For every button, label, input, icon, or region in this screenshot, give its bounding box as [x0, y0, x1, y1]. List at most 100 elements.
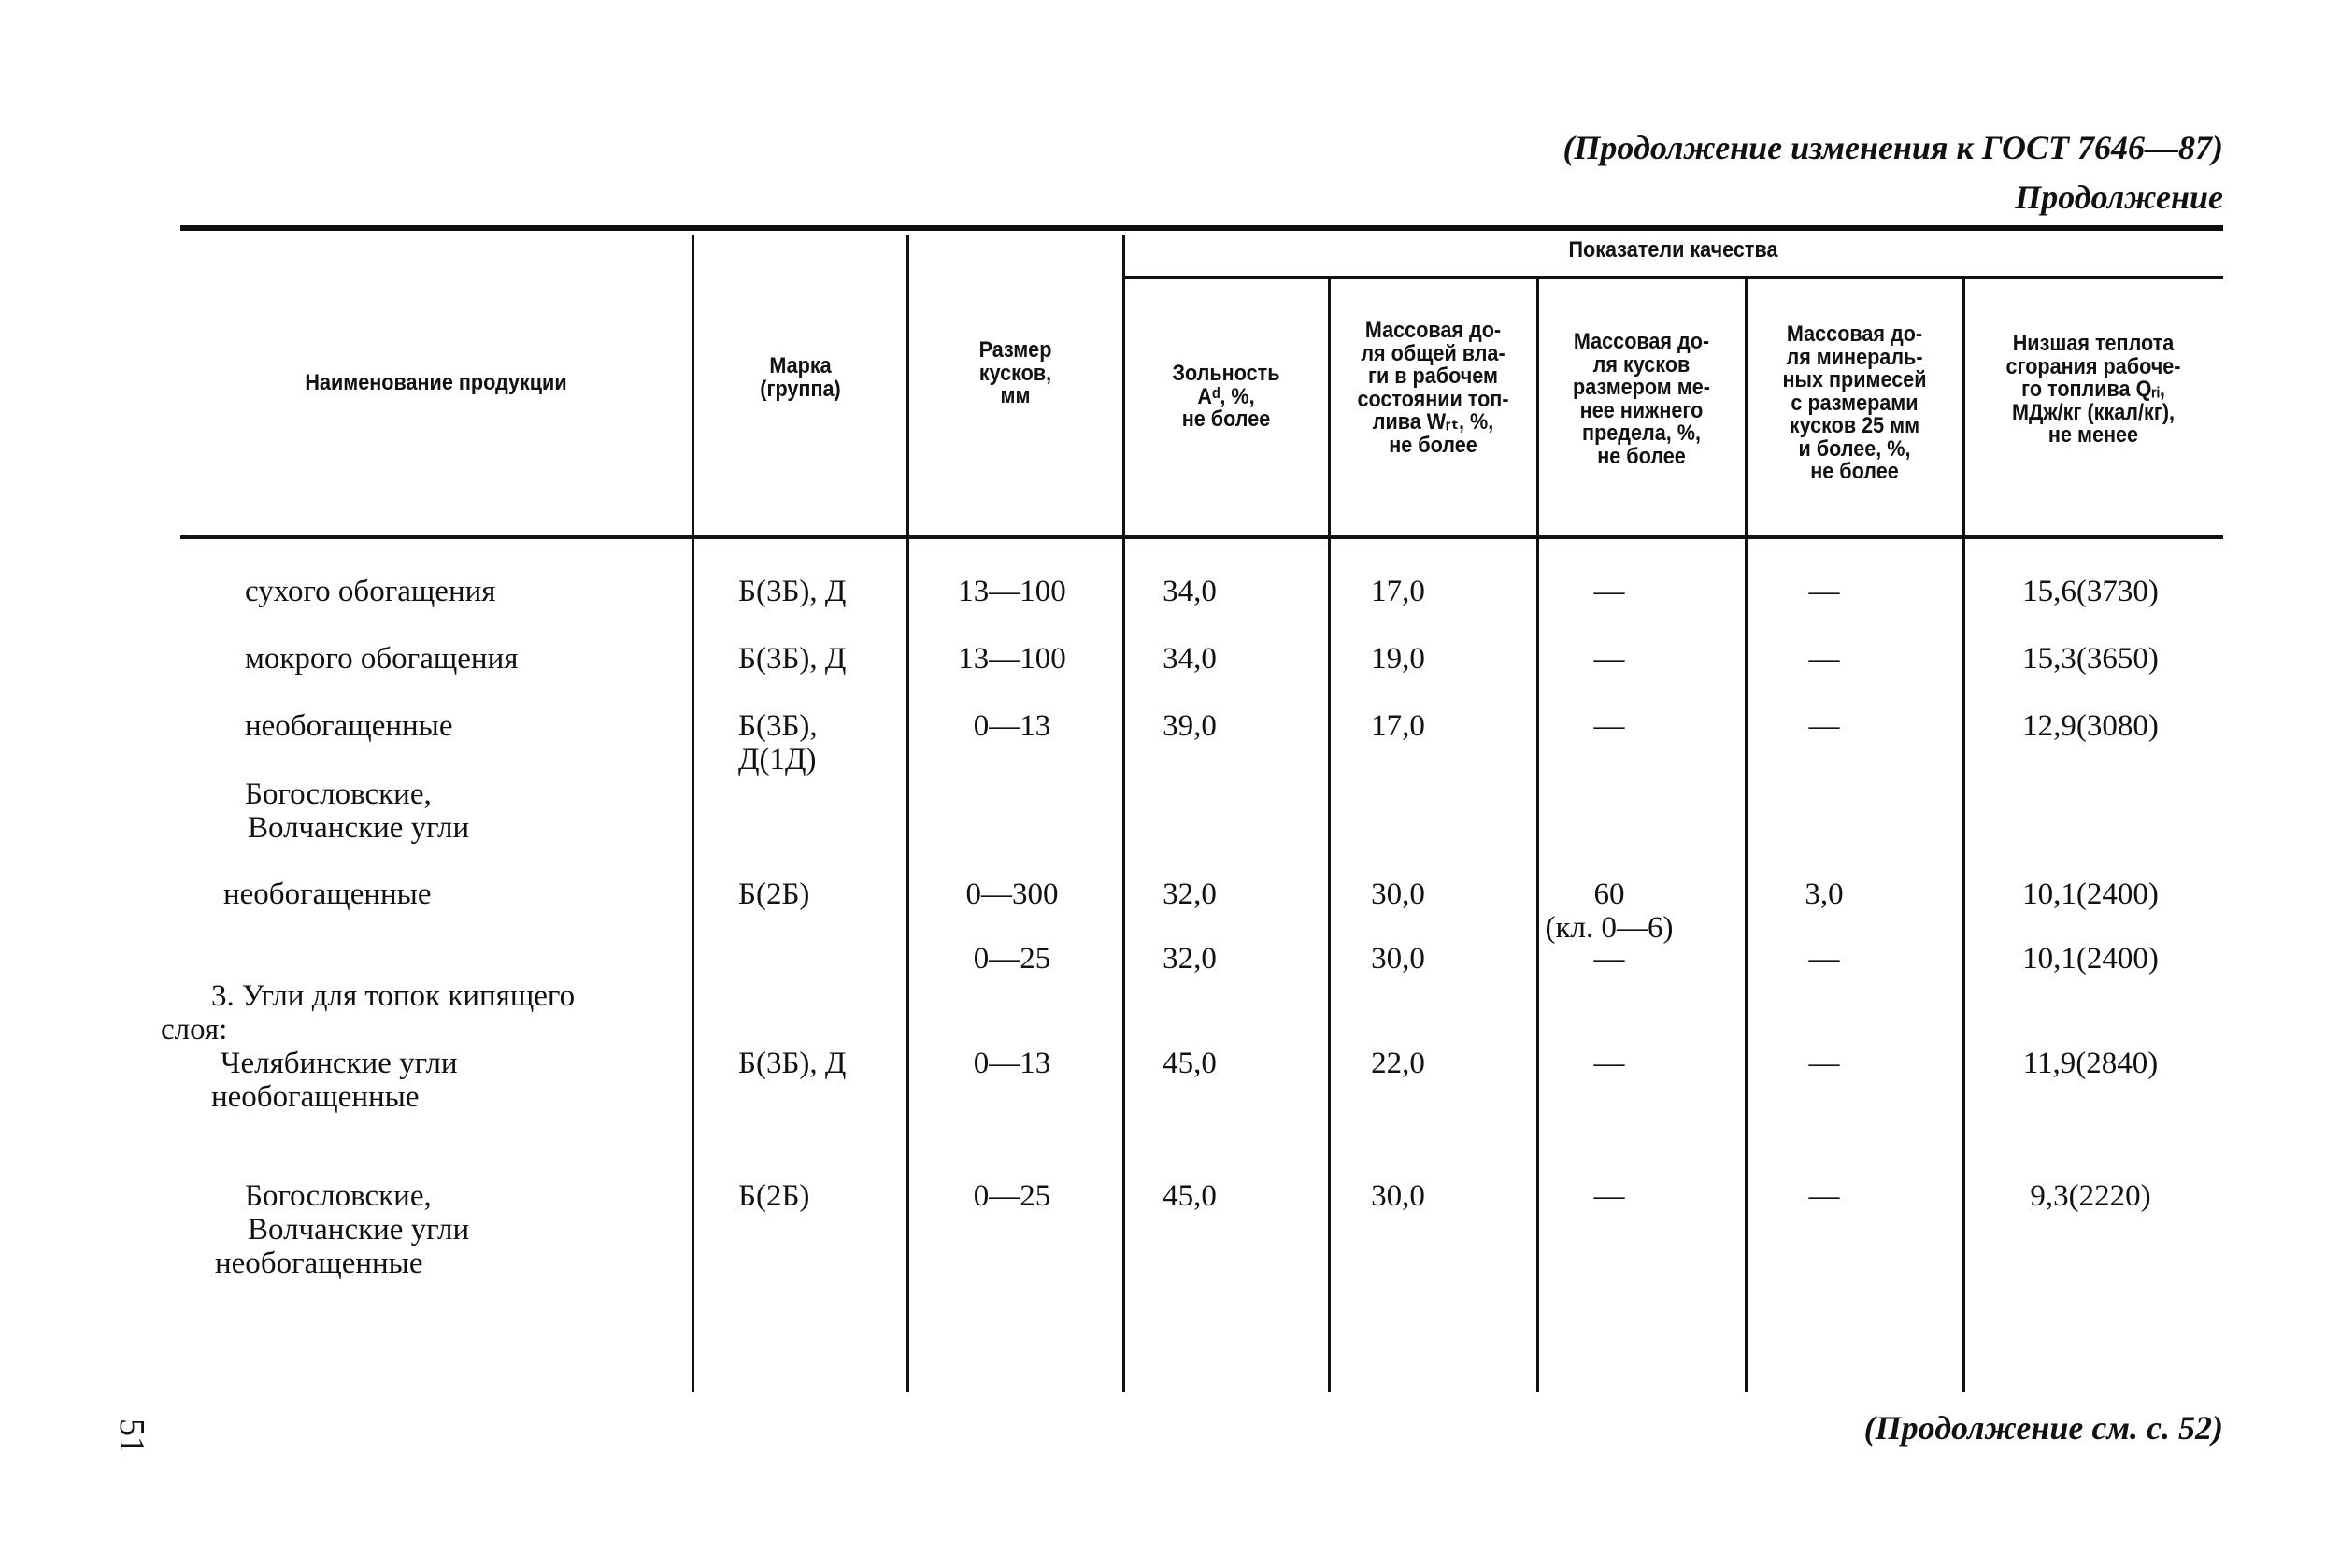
header-moisture-line: ги в рабочем: [1367, 363, 1498, 389]
row-fines: —: [1593, 1179, 1625, 1213]
header-moisture-line: состоянии топ-: [1357, 386, 1509, 412]
row-moisture: 22,0: [1371, 1047, 1425, 1080]
row-name: Челябинские угли: [221, 1047, 458, 1080]
row-heat: 15,6(3730): [2022, 575, 2159, 608]
row-fines: —: [1593, 575, 1625, 608]
row-mineral: —: [1808, 709, 1840, 743]
row-mineral: —: [1808, 1179, 1840, 1213]
row-name: слоя:: [161, 1013, 228, 1047]
header-fines-line: не более: [1597, 443, 1686, 469]
header-mineral-line: не более: [1810, 459, 1899, 484]
header-name: Наименование продукции: [305, 370, 567, 395]
row-name: Богословские,: [245, 1179, 432, 1213]
row-ash: 39,0: [1163, 709, 1217, 743]
table-top-rule: [180, 225, 2223, 231]
column-divider: [1122, 235, 1125, 1392]
header-heat-line: МДж/кг (ккал/кг),: [2011, 399, 2176, 425]
row-moisture: 30,0: [1371, 1179, 1425, 1213]
row-size: 0—300: [965, 877, 1059, 911]
row-size: 13—100: [958, 642, 1066, 676]
row-mineral: —: [1808, 642, 1840, 676]
row-size: 0—13: [973, 1047, 1051, 1080]
row-mineral: —: [1808, 575, 1840, 608]
header-heat-line: сгорания рабоче-: [2005, 353, 2181, 379]
row-fines: —: [1593, 642, 1625, 676]
header-size-line: кусков,: [978, 360, 1052, 386]
header-fines-line: ля кусков: [1592, 351, 1691, 378]
column-divider: [906, 235, 909, 1392]
row-name: Волчанские угли: [248, 811, 470, 845]
row-ash: 32,0: [1163, 942, 1217, 976]
column-divider: [692, 235, 694, 1392]
header-fines-line: Массовая до-: [1573, 329, 1710, 354]
row-ash: 32,0: [1163, 877, 1217, 911]
row-name: 3. Угли для топок кипящего: [211, 979, 576, 1013]
row-mark: Д(1Д): [738, 743, 817, 777]
group-header-rule: [1123, 276, 2223, 279]
row-ash: 34,0: [1163, 575, 1217, 608]
header-heat-line: Низшая теплота: [2012, 331, 2175, 356]
header-size-line: мм: [1000, 383, 1031, 408]
header-heat-line: го топлива Qᵣᵢ,: [2021, 377, 2165, 402]
row-ash: 45,0: [1163, 1179, 1217, 1213]
header-fines-line: размером ме-: [1573, 375, 1710, 400]
row-name: необогащенные: [245, 709, 453, 743]
column-divider: [1536, 279, 1539, 1392]
row-size: 0—25: [973, 942, 1051, 976]
header-mineral-line: ля минераль-: [1786, 344, 1923, 370]
header-quality-group: Показатели качества: [1568, 237, 1778, 263]
header-mineral-line: кусков 25 мм: [1789, 413, 1920, 438]
row-mineral: —: [1808, 942, 1840, 976]
header-ash-line: не более: [1181, 406, 1271, 432]
row-heat: 9,3(2220): [2030, 1179, 2151, 1213]
footer-continuation: (Продолжение см. с. 52): [1863, 1409, 2223, 1447]
header-mineral-line: и более, %,: [1798, 435, 1911, 462]
row-moisture: 30,0: [1371, 877, 1425, 911]
row-fines: 60: [1593, 877, 1625, 911]
row-ash: 34,0: [1163, 642, 1217, 676]
column-divider: [1745, 279, 1748, 1392]
row-size: 0—25: [973, 1179, 1051, 1213]
running-header: (Продолжение изменения к ГОСТ 7646—87): [1562, 129, 2223, 166]
row-mark: Б(2Б): [738, 877, 810, 911]
row-heat: 10,1(2400): [2022, 942, 2159, 976]
header-moisture-line: не более: [1389, 432, 1477, 458]
column-divider: [1328, 279, 1331, 1392]
row-mark: Б(3Б), Д: [738, 575, 847, 608]
row-fines: —: [1593, 1047, 1625, 1080]
row-name: Богословские,: [245, 777, 432, 811]
header-mark-line: Марка: [769, 353, 832, 378]
header-mineral-line: ных примесей: [1782, 367, 1927, 392]
header-mineral-line: Массовая до-: [1786, 321, 1923, 347]
header-ash-line: Зольность: [1172, 361, 1280, 386]
row-moisture: 19,0: [1371, 642, 1425, 676]
row-mineral: —: [1808, 1047, 1840, 1080]
row-heat: 15,3(3650): [2022, 642, 2159, 676]
row-ash: 45,0: [1163, 1047, 1217, 1080]
header-moisture-line: Массовая до-: [1364, 318, 1502, 343]
row-fines: (кл. 0—6): [1545, 911, 1674, 945]
header-size-line: Размер: [978, 337, 1052, 363]
page-number: 51: [112, 1418, 151, 1454]
row-size: 13—100: [958, 575, 1066, 608]
row-name: мокрого обогащения: [245, 642, 519, 676]
row-heat: 12,9(3080): [2022, 709, 2159, 743]
header-moisture-line: лива Wᵣₜ, %,: [1372, 409, 1494, 435]
row-moisture: 30,0: [1371, 942, 1425, 976]
row-heat: 11,9(2840): [2022, 1047, 2159, 1080]
row-mark: Б(3Б),: [738, 709, 818, 743]
row-name: необогащенные: [211, 1080, 420, 1114]
header-bottom-rule: [180, 535, 2223, 539]
row-mark: Б(2Б): [738, 1179, 810, 1213]
header-mineral-line: с размерами: [1791, 390, 1919, 416]
row-size: 0—13: [973, 709, 1051, 743]
row-name: Волчанские угли: [248, 1213, 470, 1247]
row-fines: —: [1593, 709, 1625, 743]
row-mineral: 3,0: [1805, 877, 1844, 911]
row-name: необогащенные: [215, 1247, 423, 1280]
header-mark-line: (группа): [760, 376, 841, 402]
row-name: необогащенные: [223, 877, 432, 911]
continuation-label: Продолжение: [2015, 178, 2223, 216]
header-fines-line: нее нижнего: [1579, 397, 1704, 423]
header-fines-line: предела, %,: [1582, 421, 1701, 446]
